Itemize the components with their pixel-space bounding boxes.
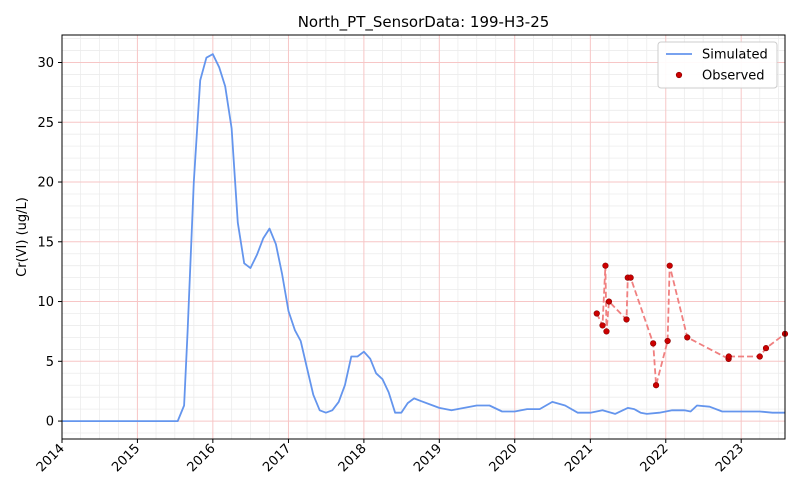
observed-point	[756, 353, 763, 360]
y-tick-label: 20	[37, 176, 54, 191]
series-line-observed	[595, 265, 786, 386]
observed-point	[652, 382, 660, 389]
grid	[61, 35, 785, 439]
legend-label-simulated: Simulated	[702, 48, 768, 63]
y-tick-label: 25	[37, 116, 54, 131]
series-line-simulated	[62, 53, 785, 423]
observed-point	[603, 328, 610, 335]
y-tick-label: 0	[46, 415, 54, 430]
y-tick-label: 30	[37, 56, 54, 71]
plot-frame	[61, 34, 786, 440]
y-tick-label: 10	[37, 295, 54, 310]
y-axis-label: Cr(VI) (ug/L)	[15, 197, 30, 277]
chart-title: North_PT_SensorData: 199-H3-25	[298, 13, 550, 32]
observed-point	[605, 298, 613, 305]
y-tick-label: 15	[37, 235, 54, 250]
legend: Simulated Observed	[657, 41, 778, 89]
observed-point	[593, 310, 600, 317]
observed-point	[762, 345, 770, 352]
observed-point	[602, 262, 609, 269]
legend-label-observed: Observed	[702, 69, 765, 84]
y-tick-label: 5	[46, 355, 54, 370]
series-layer	[62, 53, 789, 423]
observed-point	[627, 274, 634, 281]
observed-point	[623, 316, 630, 323]
observed-point	[725, 353, 732, 360]
observed-point	[666, 262, 673, 269]
observed-point	[599, 322, 606, 329]
observed-point	[684, 334, 691, 341]
observed-point	[664, 337, 671, 345]
observed-point	[650, 340, 657, 347]
legend-swatch-observed	[675, 71, 683, 79]
